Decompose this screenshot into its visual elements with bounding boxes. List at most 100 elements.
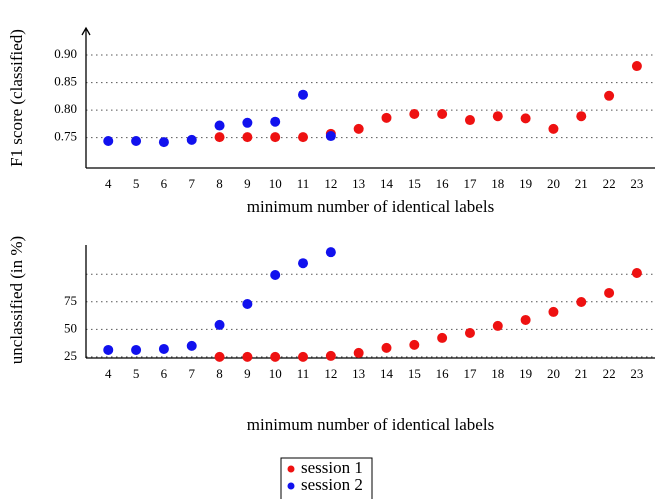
data-point [604,287,615,298]
data-point [576,296,587,307]
data-point [325,131,336,142]
data-point [242,132,253,143]
x-tick-label: 9 [244,176,251,191]
x-tick-label: 9 [244,366,251,381]
x-tick-label: 11 [297,366,310,381]
data-point [270,116,281,127]
y-tick-label: 0.85 [54,74,77,89]
data-point [409,108,420,119]
data-point [103,135,114,146]
x-tick-label: 12 [324,366,337,381]
legend-label: session 1 [301,458,363,477]
y-tick-label: 75 [64,293,77,308]
x-tick-label: 10 [269,176,282,191]
data-point [492,320,503,331]
x-tick-label: 6 [161,366,168,381]
x-axis-title: minimum number of identical labels [247,415,494,434]
data-point [131,344,142,355]
x-tick-label: 11 [297,176,310,191]
legend-label: session 2 [301,475,363,494]
data-point [353,347,364,358]
data-point [548,306,559,317]
x-tick-label: 16 [436,176,450,191]
x-tick-label: 22 [603,366,616,381]
x-tick-label: 21 [575,176,588,191]
data-point [242,351,253,362]
y-tick-label: 0.80 [54,101,77,116]
y-tick-label: 25 [64,348,77,363]
y-tick-label: 50 [64,320,77,335]
x-tick-label: 5 [133,176,140,191]
x-tick-label: 6 [161,176,168,191]
data-point [437,332,448,343]
data-point [242,298,253,309]
data-point [464,327,475,338]
legend-marker [287,465,295,473]
x-tick-label: 10 [269,366,282,381]
x-tick-label: 15 [408,366,421,381]
data-point [631,268,642,279]
legend-box [280,457,373,499]
y-axis-title: unclassified (in %) [7,236,26,364]
data-point [381,112,392,123]
data-point [464,115,475,126]
x-tick-label: 8 [216,176,223,191]
data-point [158,137,169,148]
x-tick-label: 20 [547,176,560,191]
data-point [298,132,309,143]
data-point [548,123,559,134]
data-point [270,351,281,362]
x-tick-label: 12 [324,176,337,191]
x-tick-label: 13 [352,176,365,191]
x-tick-label: 19 [519,176,532,191]
x-tick-label: 14 [380,176,394,191]
x-tick-label: 14 [380,366,394,381]
x-tick-label: 4 [105,366,112,381]
data-point [158,343,169,354]
x-tick-label: 13 [352,366,365,381]
x-tick-label: 5 [133,366,140,381]
data-point [214,120,225,131]
data-point [298,351,309,362]
data-point [298,89,309,100]
y-tick-label: 0.75 [54,129,77,144]
data-point [353,123,364,134]
y-tick-label: 0.90 [54,46,77,61]
data-point [520,314,531,325]
data-point [270,269,281,280]
x-tick-label: 18 [491,176,504,191]
x-axis-title: minimum number of identical labels [247,197,494,216]
x-tick-label: 7 [188,176,195,191]
x-tick-label: 8 [216,366,223,381]
x-tick-label: 16 [436,366,450,381]
x-tick-label: 17 [463,176,477,191]
legend-marker [287,482,295,490]
data-point [131,135,142,146]
data-point [242,117,253,128]
x-tick-label: 18 [491,366,504,381]
data-point [604,90,615,101]
x-tick-label: 22 [603,176,616,191]
data-point [325,350,336,361]
x-tick-label: 7 [188,366,195,381]
x-tick-label: 20 [547,366,560,381]
data-point [214,132,225,143]
data-point [214,351,225,362]
data-point [103,344,114,355]
x-tick-label: 21 [575,366,588,381]
data-point [520,113,531,124]
data-point [186,134,197,145]
data-point [270,132,281,143]
data-point [576,111,587,122]
data-point [631,61,642,72]
data-point [381,342,392,353]
y-axis-title: F1 score (classified) [7,29,26,167]
x-tick-label: 4 [105,176,112,191]
data-point [437,108,448,119]
data-point [409,339,420,350]
x-tick-label: 19 [519,366,532,381]
data-point [325,247,336,258]
y-axis-arrow [81,26,91,36]
